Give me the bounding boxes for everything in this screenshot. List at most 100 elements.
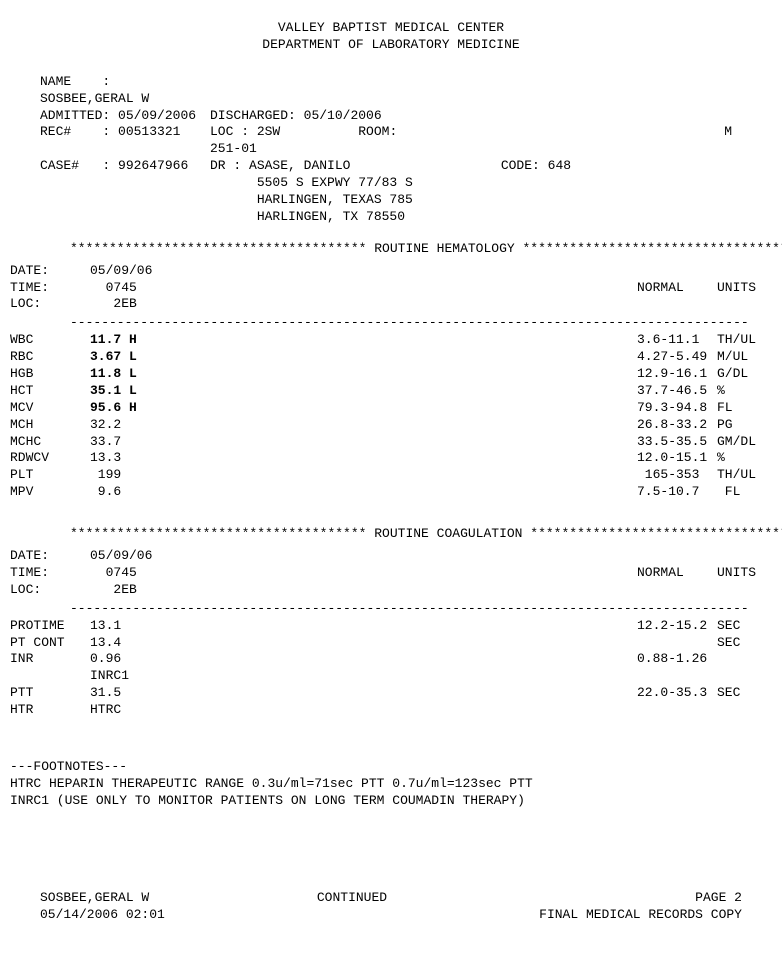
test-label: HCT [10, 383, 90, 400]
test-units [717, 651, 772, 668]
hospital-name: VALLEY BAPTIST MEDICAL CENTER [10, 20, 772, 37]
test-normal: 3.6-11.1 [637, 332, 717, 349]
test-value: INRC1 [90, 668, 180, 685]
normal-header: NORMAL [637, 280, 717, 297]
room-label: ROOM: [358, 124, 397, 139]
footnote-inrc1: INRC1 (USE ONLY TO MONITOR PATIENTS ON L… [10, 793, 772, 810]
test-label: WBC [10, 332, 90, 349]
coag-time: 0745 [106, 565, 137, 580]
case-label: CASE# [40, 158, 79, 173]
discharged-date: 05/10/2006 [304, 108, 382, 123]
result-row: MCH32.2 26.8-33.2PG [10, 417, 772, 434]
test-label: HTR [10, 702, 90, 719]
test-units: SEC [717, 685, 772, 702]
test-value: 32.2 [90, 417, 180, 434]
footer-datetime: 05/14/2006 02:01 [40, 907, 165, 924]
code-label: CODE: [501, 158, 540, 173]
test-normal: 12.0-15.1 [637, 450, 717, 467]
test-label: MCH [10, 417, 90, 434]
coagulation-results: PROTIME13.112.2-15.2SECPT CONT13.4SECINR… [10, 618, 772, 719]
test-label: PROTIME [10, 618, 90, 635]
divider2: ----------------------------------------… [70, 601, 772, 618]
department-name: DEPARTMENT OF LABORATORY MEDICINE [10, 37, 772, 54]
test-normal: 12.9-16.1 [637, 366, 717, 383]
test-normal: 33.5-35.5 [637, 434, 717, 451]
sex: M [724, 124, 732, 158]
footnotes: ---FOOTNOTES--- HTRC HEPARIN THERAPEUTIC… [10, 759, 772, 810]
test-units: GM/DL [717, 434, 772, 451]
report-header: VALLEY BAPTIST MEDICAL CENTER DEPARTMENT… [10, 20, 772, 54]
test-value: HTRC [90, 702, 180, 719]
test-units: M/UL [717, 349, 772, 366]
test-value: 3.67 L [90, 349, 180, 366]
test-value: 11.7 H [90, 332, 180, 349]
test-normal: 26.8-33.2 [637, 417, 717, 434]
footnote-htrc: HTRC HEPARIN THERAPEUTIC RANGE 0.3u/ml=7… [10, 776, 772, 793]
result-row: HGB11.8 L 12.9-16.1G/DL [10, 366, 772, 383]
hematology-header: ************************************** R… [70, 241, 772, 258]
units-header: UNITS [717, 280, 772, 297]
case-number: 992647966 [118, 158, 188, 173]
coagulation-header: ************************************** R… [70, 526, 772, 543]
result-row: PT CONT13.4SEC [10, 635, 772, 652]
result-row: PTT31.522.0-35.3SEC [10, 685, 772, 702]
test-label [10, 668, 90, 685]
test-units: SEC [717, 618, 772, 635]
result-row: HTRHTRC [10, 702, 772, 719]
test-units: PG [717, 417, 772, 434]
code-value: 648 [548, 158, 571, 173]
result-row: MPV 9.67.5-10.7 FL [10, 484, 772, 501]
test-normal: 7.5-10.7 [637, 484, 717, 501]
footnotes-title: ---FOOTNOTES--- [10, 759, 772, 776]
test-value: 35.1 L [90, 383, 180, 400]
test-normal [637, 702, 717, 719]
test-value: 31.5 [90, 685, 180, 702]
admitted-label: ADMITTED: [40, 108, 110, 123]
coag-date: 05/09/06 [90, 548, 180, 565]
hema-time: 0745 [106, 280, 137, 295]
test-units: TH/UL [717, 467, 772, 484]
test-normal: 165-353 [637, 467, 717, 484]
test-label: HGB [10, 366, 90, 383]
time-label: TIME: [10, 280, 90, 297]
test-label: PT CONT [10, 635, 90, 652]
result-row: RDWCV13.312.0-15.1% [10, 450, 772, 467]
footer-final: FINAL MEDICAL RECORDS COPY [539, 907, 742, 924]
name-label: NAME [40, 74, 71, 89]
test-value: 11.8 L [90, 366, 180, 383]
test-label: INR [10, 651, 90, 668]
test-label: RDWCV [10, 450, 90, 467]
patient-name: SOSBEE,GERAL W [40, 91, 149, 106]
test-normal [637, 668, 717, 685]
test-value: 9.6 [90, 484, 180, 501]
test-normal: 0.88-1.26 [637, 651, 717, 668]
divider: ----------------------------------------… [70, 315, 772, 332]
result-row: PROTIME13.1 12.2-15.2SEC [10, 618, 772, 635]
test-label: RBC [10, 349, 90, 366]
test-value: 33.7 [90, 434, 180, 451]
page-footer: SOSBEE,GERAL W 05/14/2006 02:01 CONTINUE… [10, 890, 772, 924]
test-units: % [717, 383, 772, 400]
admitted-date: 05/09/2006 [118, 108, 196, 123]
addr3: HARLINGEN, TX 78550 [257, 209, 405, 224]
test-units: FL [717, 400, 772, 417]
hema-date: 05/09/06 [90, 263, 180, 280]
result-row: WBC11.7 H3.6-11.1TH/UL [10, 332, 772, 349]
dr-name: ASASE, DANILO [249, 158, 350, 173]
loc-label2: LOC: [10, 296, 90, 313]
test-label: MCHC [10, 434, 90, 451]
test-label: PLT [10, 467, 90, 484]
patient-info: NAME : SOSBEE,GERAL W ADMITTED: 05/09/20… [40, 74, 772, 226]
test-normal: 79.3-94.8 [637, 400, 717, 417]
test-value: 13.1 [90, 618, 180, 635]
hema-loc: 2EB [113, 296, 136, 311]
test-units: G/DL [717, 366, 772, 383]
hema-meta: DATE:05/09/06 TIME: 0745NORMALUNITS LOC:… [10, 263, 772, 314]
result-row: INRC1 [10, 668, 772, 685]
test-label: PTT [10, 685, 90, 702]
dr-label: DR : [210, 158, 241, 173]
test-normal [637, 635, 717, 652]
loc-label: LOC : [210, 124, 249, 139]
test-normal: 12.2-15.2 [637, 618, 717, 635]
test-units: SEC [717, 635, 772, 652]
